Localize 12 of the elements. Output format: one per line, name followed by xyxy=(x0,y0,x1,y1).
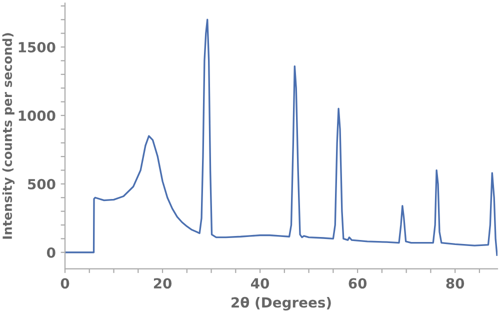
x-tick-label: 40 xyxy=(251,278,270,289)
x-tick-label: 80 xyxy=(446,278,464,289)
y-tick-label: 1000 xyxy=(18,110,56,121)
line-series xyxy=(65,18,498,256)
x-axis-title: 2θ (Degrees) xyxy=(232,296,331,310)
y-tick-label: 500 xyxy=(28,178,56,190)
x-tick-label: 0 xyxy=(60,278,70,289)
y-tick-label: 1500 xyxy=(18,42,56,52)
x-tick-label: 20 xyxy=(154,278,172,289)
x-tick-label: 60 xyxy=(348,278,367,289)
y-axis-title: Intensity (counts per second) xyxy=(2,33,15,239)
y-tick-label: 0 xyxy=(46,247,56,258)
